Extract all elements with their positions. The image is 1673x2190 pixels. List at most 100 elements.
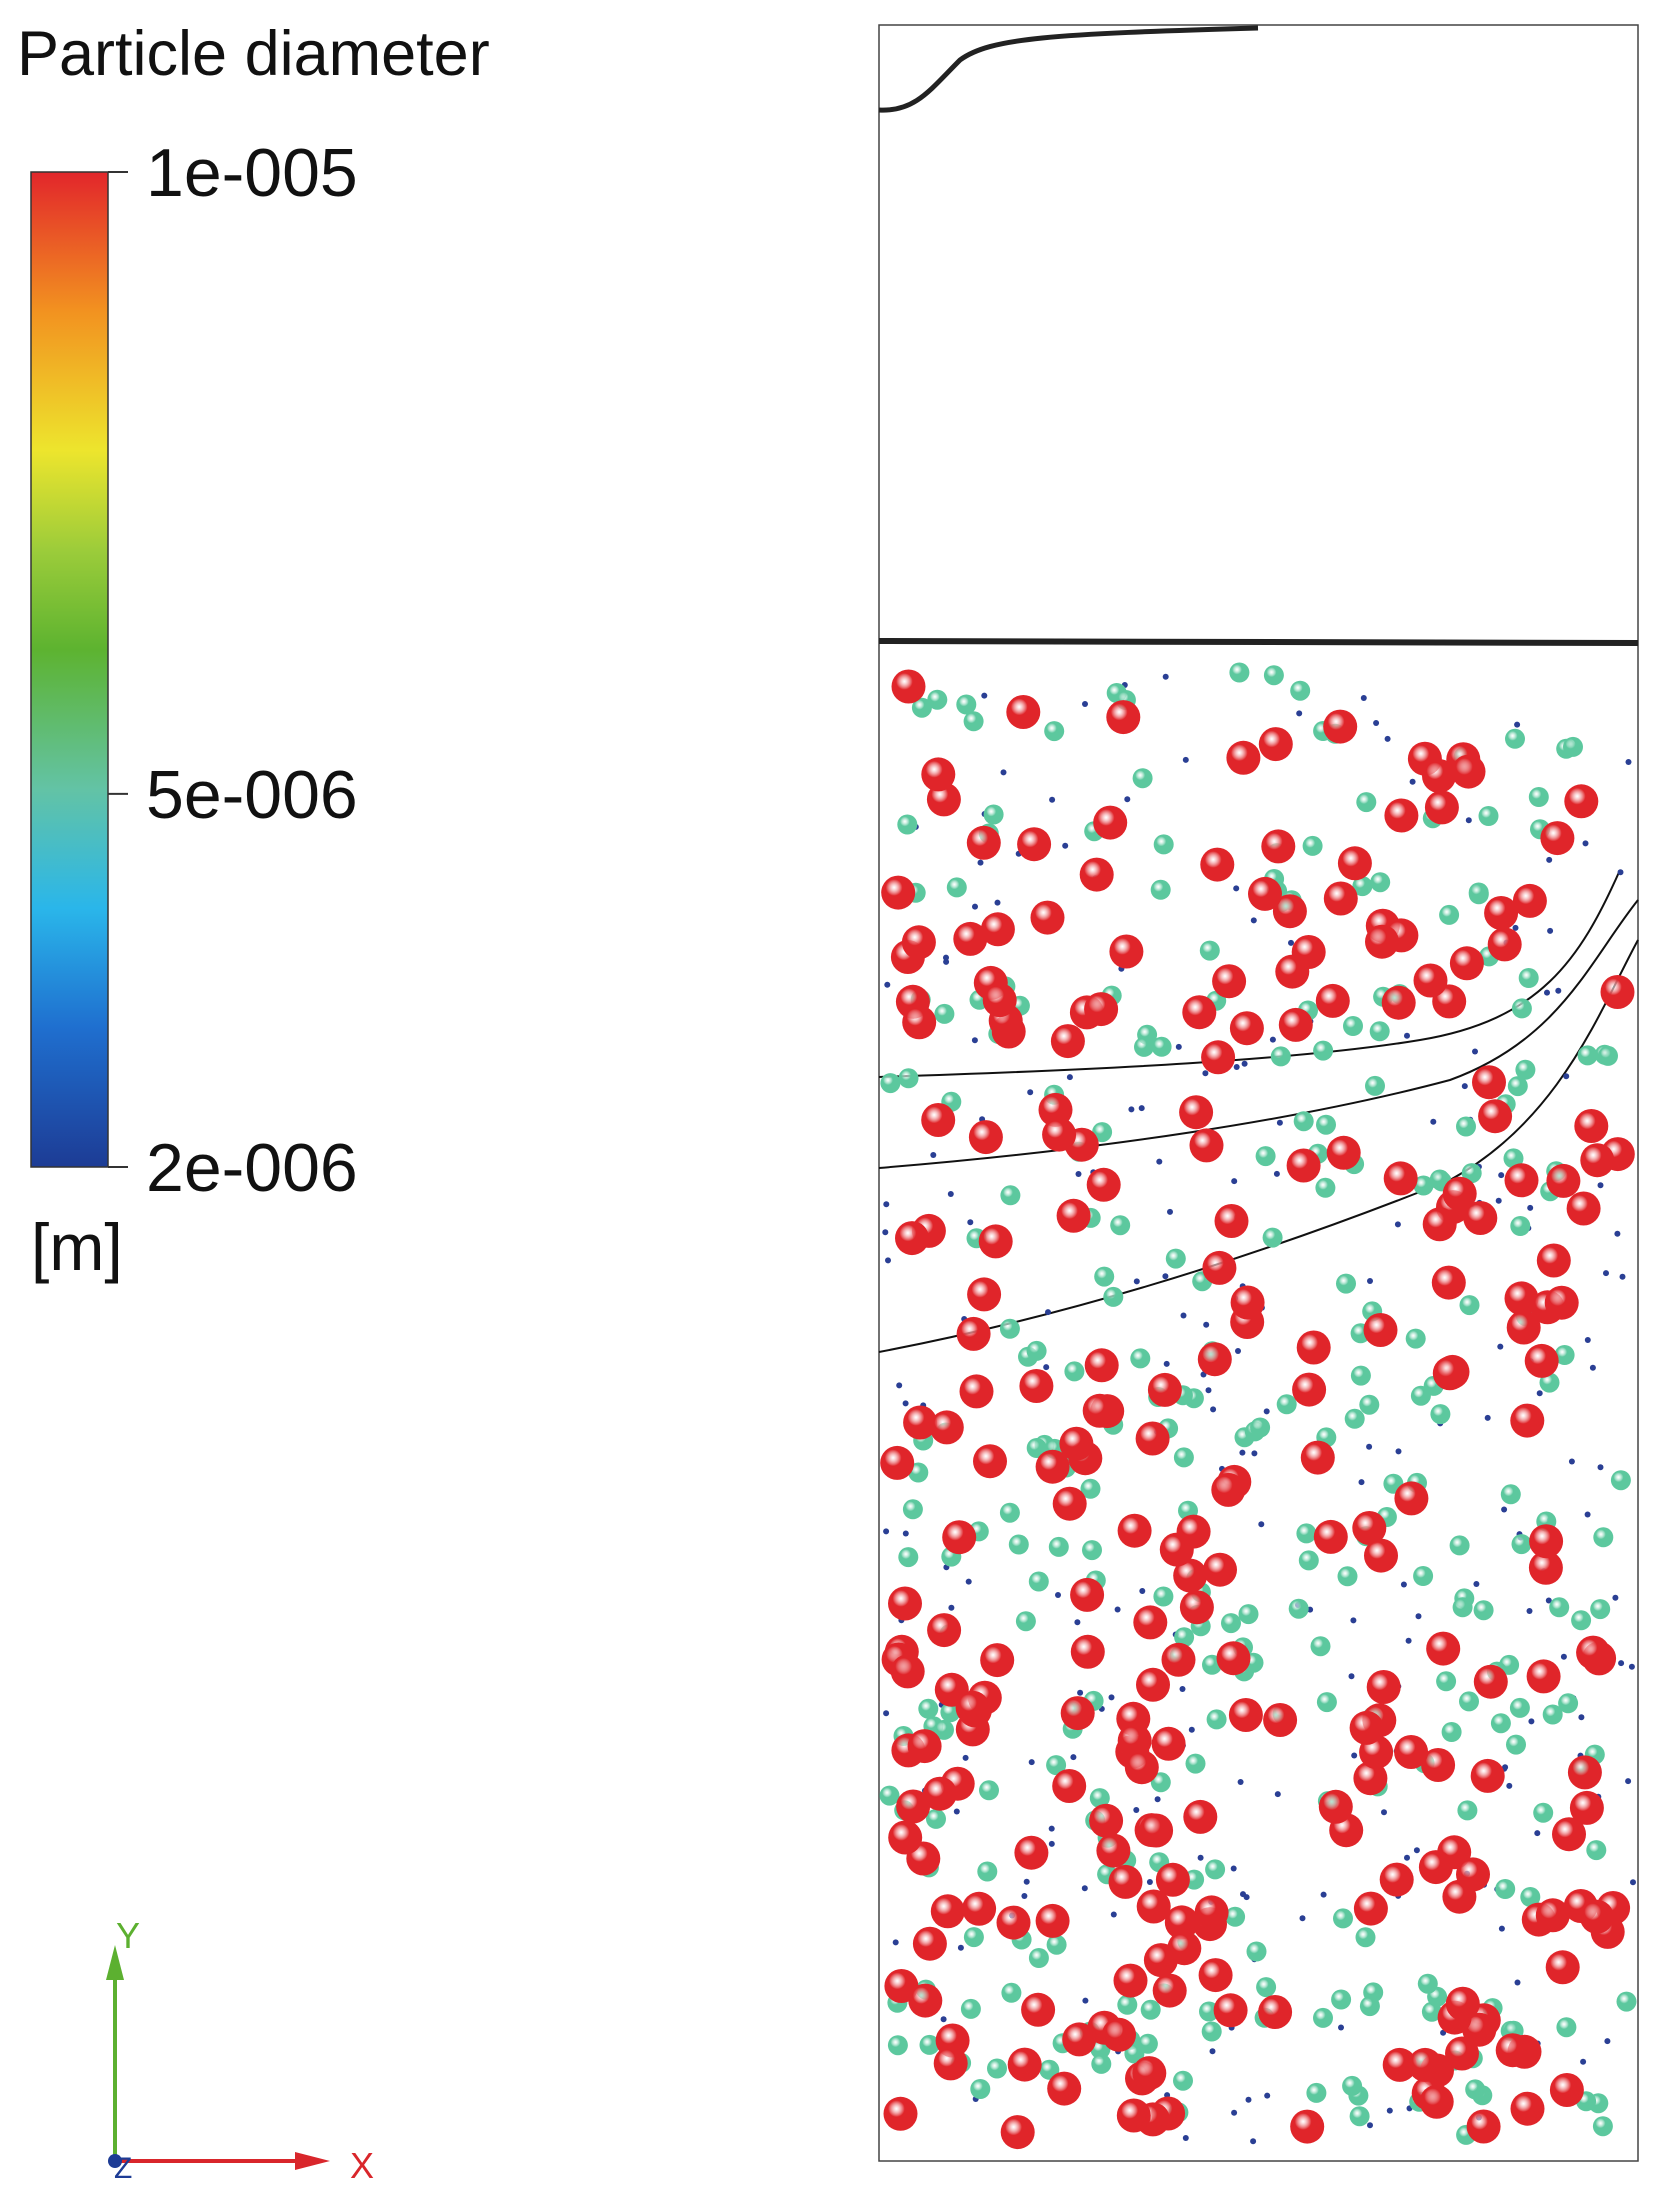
particle	[957, 1944, 964, 1951]
particle	[1495, 2033, 1530, 2068]
particle	[960, 1998, 981, 2019]
particle	[1404, 1854, 1410, 1861]
particle	[1313, 1040, 1334, 1061]
particle	[1263, 665, 1284, 686]
particle	[1096, 1833, 1131, 1868]
particle	[1296, 1523, 1317, 1544]
particle	[1216, 1641, 1251, 1676]
particle	[1102, 2017, 1136, 2052]
particle	[1030, 900, 1065, 935]
particle	[1086, 1167, 1121, 1202]
particle	[883, 2096, 918, 2131]
particle	[1526, 1659, 1561, 1694]
particle	[1465, 817, 1472, 824]
particle	[922, 1776, 957, 1811]
particle	[1212, 964, 1247, 999]
particle	[1563, 1073, 1570, 1080]
particle	[1113, 1963, 1148, 1998]
particle	[1510, 1216, 1531, 1236]
particle	[1490, 1713, 1511, 1734]
particle	[1241, 1060, 1248, 1067]
particle	[1569, 1790, 1604, 1825]
particle	[1130, 1348, 1151, 1369]
particle	[1505, 728, 1525, 749]
particle	[1413, 1175, 1434, 1196]
particle	[1544, 1285, 1579, 1320]
particle	[1500, 1484, 1521, 1505]
particle	[1273, 1170, 1280, 1177]
particle	[1536, 1243, 1571, 1278]
particle	[1226, 740, 1261, 775]
particle	[1269, 1036, 1276, 1043]
particle	[1526, 1608, 1533, 1614]
particle	[1547, 927, 1554, 934]
particle	[1046, 1755, 1067, 1776]
particle	[1237, 1779, 1244, 1785]
particle	[1326, 1135, 1361, 1170]
particle	[1202, 1250, 1237, 1285]
particle	[1473, 1600, 1494, 1621]
particle	[902, 1400, 909, 1407]
particle	[897, 814, 918, 835]
particle	[1153, 834, 1174, 855]
particle	[1052, 1769, 1087, 1803]
particle	[1512, 924, 1519, 931]
particle	[1263, 1703, 1298, 1737]
particle	[1487, 927, 1522, 962]
particle	[1108, 1694, 1115, 1701]
legend-unit: [m]	[31, 1210, 123, 1284]
particle	[1300, 1440, 1335, 1475]
particle	[1251, 1450, 1258, 1457]
particle	[1461, 1163, 1482, 1184]
particle	[1230, 1865, 1237, 1872]
particle	[883, 1528, 890, 1535]
particle	[1110, 1215, 1131, 1236]
particle	[1514, 1979, 1521, 1986]
particle	[1135, 1421, 1170, 1456]
particle	[911, 697, 932, 718]
streamline	[878, 869, 1621, 1078]
particle	[1333, 1908, 1353, 1929]
particle	[1352, 1511, 1387, 1545]
particle	[1132, 768, 1153, 789]
particle	[1528, 1550, 1563, 1585]
particle	[943, 958, 950, 965]
particle	[908, 1983, 943, 2018]
particle	[1262, 1227, 1283, 1248]
particle	[1472, 1065, 1506, 1100]
particle	[1026, 1438, 1047, 1458]
particle	[1174, 1627, 1195, 1648]
particle	[1316, 1114, 1336, 1135]
particle	[1050, 1024, 1085, 1059]
colorbar-tick-label: 5e-006	[146, 757, 358, 833]
streamline	[878, 899, 1639, 1169]
particle	[1381, 985, 1416, 1020]
particle	[1258, 1521, 1265, 1528]
particle	[1007, 2047, 1042, 2082]
particle	[1564, 784, 1599, 819]
particle	[1580, 2058, 1587, 2065]
particle	[1422, 759, 1456, 793]
particle	[1542, 1704, 1563, 1725]
particle	[987, 2058, 1007, 2079]
particle	[1014, 1835, 1049, 1870]
particle	[1250, 917, 1257, 924]
particle	[1021, 1893, 1028, 1899]
interface-line	[878, 638, 1639, 646]
particle	[1342, 2075, 1363, 2096]
particle	[1511, 998, 1532, 1019]
particle	[1409, 778, 1416, 785]
particle	[1243, 1894, 1250, 1901]
particle	[1276, 1119, 1283, 1126]
particle	[1323, 881, 1358, 916]
particle	[1383, 1161, 1418, 1196]
particle	[903, 1405, 938, 1440]
particle	[1549, 1597, 1570, 1618]
particle	[1568, 1458, 1575, 1465]
particle	[1498, 1925, 1505, 1932]
particle	[1405, 1328, 1426, 1349]
particle	[965, 1578, 972, 1585]
particle	[1430, 1404, 1451, 1425]
z-axis-label: Z	[114, 2152, 132, 2185]
